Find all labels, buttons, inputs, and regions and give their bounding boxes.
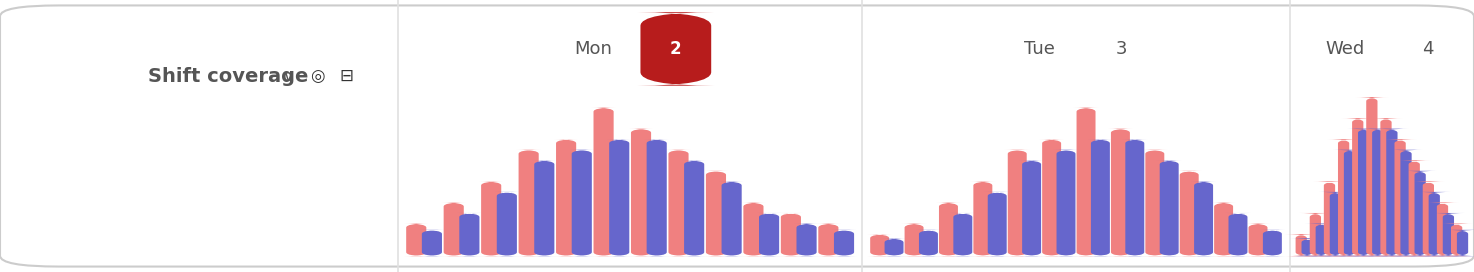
Text: ∨: ∨ <box>282 69 293 84</box>
Text: Tue: Tue <box>1024 40 1054 58</box>
FancyBboxPatch shape <box>554 139 578 256</box>
FancyBboxPatch shape <box>970 181 995 256</box>
FancyBboxPatch shape <box>1347 129 1380 256</box>
Text: ⊟: ⊟ <box>339 67 354 85</box>
FancyBboxPatch shape <box>705 171 728 256</box>
Text: Shift coverage: Shift coverage <box>149 67 308 86</box>
FancyBboxPatch shape <box>532 160 556 256</box>
FancyBboxPatch shape <box>1356 97 1389 256</box>
FancyBboxPatch shape <box>1446 230 1474 256</box>
FancyBboxPatch shape <box>1291 238 1324 256</box>
FancyBboxPatch shape <box>1191 181 1216 256</box>
FancyBboxPatch shape <box>1390 150 1422 256</box>
Text: Mon: Mon <box>575 40 612 58</box>
FancyBboxPatch shape <box>1285 234 1318 256</box>
FancyBboxPatch shape <box>1142 150 1167 256</box>
FancyBboxPatch shape <box>1403 171 1437 256</box>
FancyBboxPatch shape <box>1054 150 1079 256</box>
FancyBboxPatch shape <box>1304 224 1338 256</box>
FancyBboxPatch shape <box>0 5 1474 267</box>
FancyBboxPatch shape <box>1369 118 1402 256</box>
FancyBboxPatch shape <box>629 129 653 256</box>
FancyBboxPatch shape <box>457 213 482 256</box>
FancyBboxPatch shape <box>951 213 976 256</box>
FancyBboxPatch shape <box>1341 118 1374 256</box>
FancyBboxPatch shape <box>1313 181 1346 256</box>
FancyBboxPatch shape <box>867 234 892 256</box>
FancyBboxPatch shape <box>902 224 927 256</box>
FancyBboxPatch shape <box>682 160 706 256</box>
FancyBboxPatch shape <box>1425 202 1459 256</box>
FancyBboxPatch shape <box>1073 107 1098 256</box>
FancyBboxPatch shape <box>637 12 713 86</box>
FancyBboxPatch shape <box>1332 150 1366 256</box>
FancyBboxPatch shape <box>1375 129 1408 256</box>
Text: Wed: Wed <box>1325 40 1365 58</box>
FancyBboxPatch shape <box>1019 160 1044 256</box>
Text: ◎: ◎ <box>310 67 324 85</box>
FancyBboxPatch shape <box>1212 202 1237 256</box>
FancyBboxPatch shape <box>666 150 690 256</box>
FancyBboxPatch shape <box>516 150 541 256</box>
FancyBboxPatch shape <box>570 150 594 256</box>
FancyBboxPatch shape <box>741 202 765 256</box>
FancyBboxPatch shape <box>1412 181 1445 256</box>
FancyBboxPatch shape <box>831 230 856 256</box>
FancyBboxPatch shape <box>1088 139 1113 256</box>
FancyBboxPatch shape <box>644 139 669 256</box>
FancyBboxPatch shape <box>404 224 429 256</box>
FancyBboxPatch shape <box>817 224 840 256</box>
FancyBboxPatch shape <box>1108 129 1134 256</box>
FancyBboxPatch shape <box>607 139 631 256</box>
FancyBboxPatch shape <box>1246 224 1271 256</box>
FancyBboxPatch shape <box>936 202 961 256</box>
FancyBboxPatch shape <box>758 213 781 256</box>
FancyBboxPatch shape <box>915 230 940 256</box>
FancyBboxPatch shape <box>1440 224 1473 256</box>
Text: 2: 2 <box>671 40 681 58</box>
FancyBboxPatch shape <box>1362 129 1394 256</box>
FancyBboxPatch shape <box>591 107 616 256</box>
FancyBboxPatch shape <box>1176 171 1201 256</box>
FancyBboxPatch shape <box>420 230 444 256</box>
FancyBboxPatch shape <box>719 181 744 256</box>
FancyBboxPatch shape <box>1431 213 1465 256</box>
FancyBboxPatch shape <box>1005 150 1030 256</box>
FancyBboxPatch shape <box>778 213 803 256</box>
Text: 3: 3 <box>1116 40 1128 58</box>
FancyBboxPatch shape <box>1327 139 1361 256</box>
FancyBboxPatch shape <box>442 202 466 256</box>
FancyBboxPatch shape <box>1397 160 1431 256</box>
Text: 4: 4 <box>1422 40 1433 58</box>
FancyBboxPatch shape <box>985 192 1010 256</box>
FancyBboxPatch shape <box>1384 139 1417 256</box>
FancyBboxPatch shape <box>1319 192 1352 256</box>
FancyBboxPatch shape <box>479 181 503 256</box>
FancyBboxPatch shape <box>1225 213 1250 256</box>
FancyBboxPatch shape <box>881 238 907 256</box>
FancyBboxPatch shape <box>794 224 818 256</box>
FancyBboxPatch shape <box>1260 230 1285 256</box>
FancyBboxPatch shape <box>1039 139 1064 256</box>
FancyBboxPatch shape <box>1122 139 1147 256</box>
FancyBboxPatch shape <box>1299 213 1332 256</box>
FancyBboxPatch shape <box>1418 192 1450 256</box>
FancyBboxPatch shape <box>495 192 519 256</box>
FancyBboxPatch shape <box>1157 160 1182 256</box>
